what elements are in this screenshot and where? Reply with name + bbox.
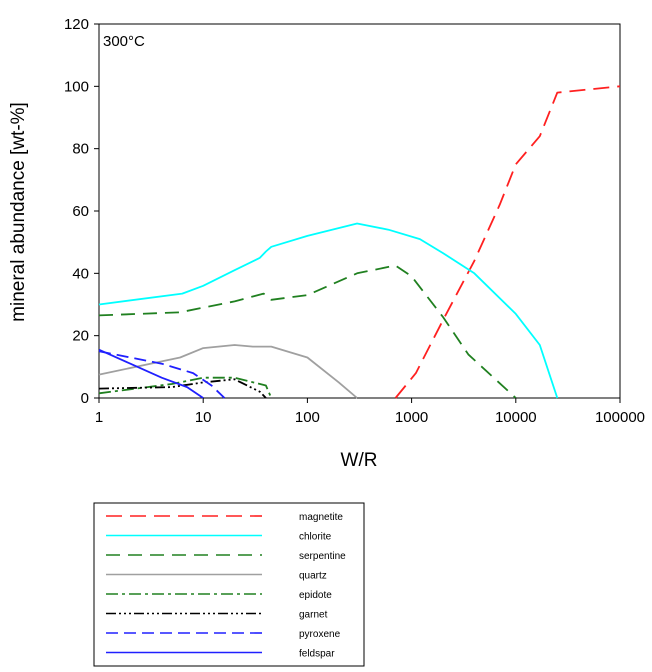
series-line-pyroxene bbox=[98, 350, 226, 399]
series-layer bbox=[98, 85, 621, 399]
y-axis: 0 20 40 60 80 100 120 bbox=[64, 16, 99, 407]
y-tick-label: 40 bbox=[72, 265, 89, 282]
x-tick-label: 1 bbox=[95, 409, 103, 426]
legend-label-feldspar: feldspar bbox=[299, 649, 335, 660]
legend-box bbox=[93, 502, 365, 667]
x-tick-label: 10 bbox=[195, 409, 212, 426]
legend-items: magnetite chlorite serpentine quartz epidote… bbox=[106, 512, 346, 660]
series-line-epidote bbox=[98, 376, 273, 399]
series-line-feldspar bbox=[98, 348, 204, 399]
y-tick-label: 100 bbox=[64, 78, 89, 95]
y-tick-label: 120 bbox=[64, 16, 89, 33]
legend-label-pyroxene: pyroxene bbox=[299, 629, 341, 640]
series-line-magnetite bbox=[394, 85, 621, 399]
y-tick-label: 60 bbox=[72, 203, 89, 220]
x-tick-label: 100000 bbox=[595, 409, 645, 426]
series-line-chlorite bbox=[98, 222, 559, 399]
legend-label-magnetite: magnetite bbox=[299, 512, 343, 523]
y-axis-title: mineral abundance [wt-%] bbox=[8, 102, 29, 322]
series-line-quartz bbox=[98, 344, 358, 399]
x-tick-label: 100 bbox=[295, 409, 320, 426]
legend-label-quartz: quartz bbox=[299, 571, 327, 582]
x-axis: 1 10 100 1000 10000 100000 bbox=[95, 398, 645, 426]
y-tick-label: 0 bbox=[81, 390, 89, 407]
temperature-annotation: 300°C bbox=[103, 33, 145, 50]
y-tick-label: 80 bbox=[72, 141, 89, 158]
x-tick-label: 10000 bbox=[495, 409, 537, 426]
legend-label-garnet: garnet bbox=[299, 610, 328, 621]
y-tick-label: 20 bbox=[72, 328, 89, 345]
legend-label-epidote: epidote bbox=[299, 590, 332, 601]
x-tick-label: 1000 bbox=[395, 409, 428, 426]
series-line-garnet bbox=[98, 378, 267, 399]
legend: magnetite chlorite serpentine quartz epidote… bbox=[93, 502, 365, 667]
plot-frame bbox=[98, 23, 621, 399]
legend-label-serpentine: serpentine bbox=[299, 551, 346, 562]
x-axis-title: W/R bbox=[341, 450, 378, 471]
plot-area bbox=[98, 23, 621, 399]
legend-label-chlorite: chlorite bbox=[299, 532, 332, 543]
series-line-serpentine bbox=[98, 264, 517, 399]
